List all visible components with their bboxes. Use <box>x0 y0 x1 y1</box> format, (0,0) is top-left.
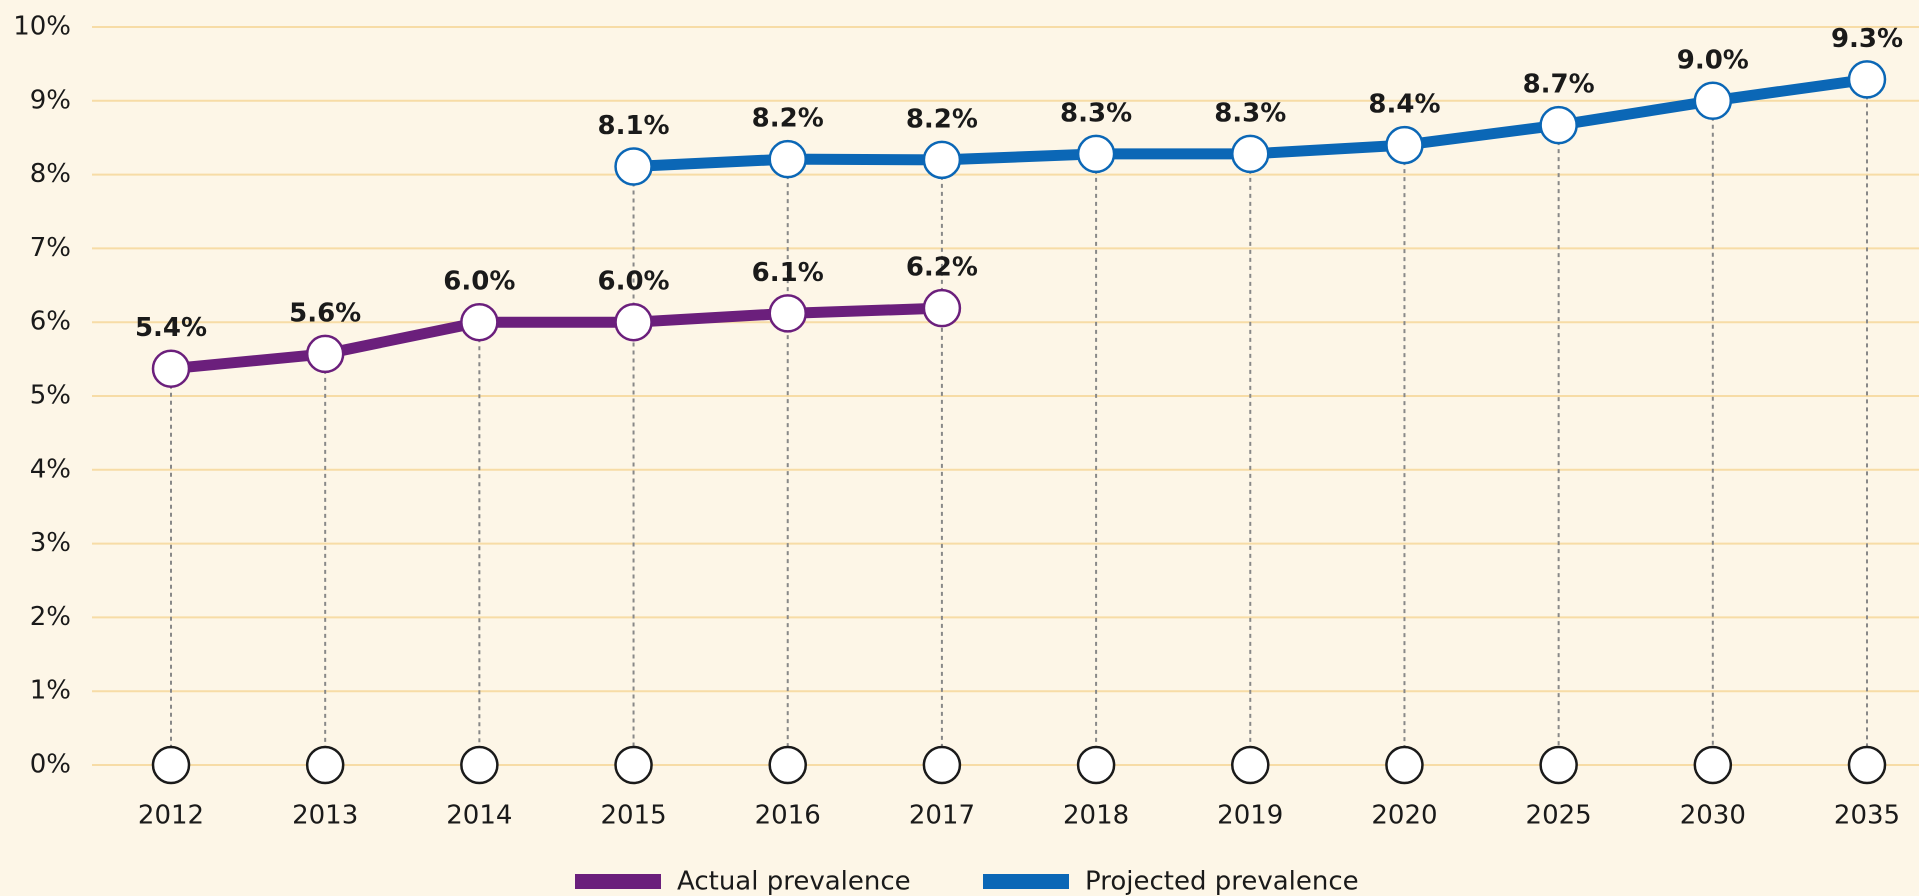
value-label: 8.7% <box>1523 70 1595 100</box>
value-label: 8.1% <box>597 111 669 141</box>
legend-swatch <box>983 874 1069 889</box>
data-point <box>1385 125 1424 165</box>
x-tick-label: 2020 <box>1371 801 1437 831</box>
x-tick-label: 2015 <box>600 801 666 831</box>
x-tick-label: 2030 <box>1680 801 1746 831</box>
value-label: 6.0% <box>597 267 669 297</box>
x-tick-label: 2012 <box>138 801 204 831</box>
legend-label: Projected prevalence <box>1085 867 1359 896</box>
data-point <box>1693 81 1733 121</box>
baseline-marker <box>151 745 191 785</box>
value-label: 9.3% <box>1831 24 1903 54</box>
data-point <box>1076 134 1116 174</box>
value-label: 9.0% <box>1677 45 1749 75</box>
value-label: 6.1% <box>752 258 824 288</box>
y-tick-label: 9% <box>30 85 71 115</box>
value-label: 6.0% <box>443 267 515 297</box>
data-point <box>1231 134 1270 174</box>
baseline-marker <box>614 745 653 785</box>
value-label: 5.4% <box>135 313 207 343</box>
data-point <box>614 147 653 186</box>
data-point <box>768 294 807 333</box>
series-line <box>170 302 943 375</box>
baseline-marker <box>1539 745 1578 785</box>
data-point <box>922 140 962 180</box>
y-tick-label: 0% <box>30 750 71 780</box>
y-tick-label: 5% <box>30 381 71 411</box>
data-point <box>922 288 962 328</box>
data-point <box>768 139 807 179</box>
value-label: 6.2% <box>906 253 978 283</box>
y-tick-label: 8% <box>30 159 71 189</box>
data-point <box>1847 60 1887 99</box>
data-point <box>305 334 345 374</box>
x-tick-label: 2025 <box>1526 801 1592 831</box>
x-tick-label: 2017 <box>909 801 975 831</box>
data-point <box>1539 105 1578 145</box>
data-point <box>460 302 499 342</box>
legend-label: Actual prevalence <box>677 867 911 896</box>
x-tick-label: 2019 <box>1217 801 1283 831</box>
y-tick-label: 3% <box>30 528 71 558</box>
baseline-marker <box>768 745 807 785</box>
baseline-marker <box>1693 745 1733 785</box>
x-tick-label: 2018 <box>1063 801 1129 831</box>
x-tick-label: 2016 <box>755 801 821 831</box>
legend-swatch <box>575 874 661 889</box>
value-label: 8.4% <box>1368 90 1440 120</box>
baseline-marker <box>1076 745 1116 785</box>
data-point <box>614 302 653 342</box>
y-tick-label: 7% <box>30 233 71 263</box>
baseline-marker <box>1385 745 1424 785</box>
x-tick-label: 2035 <box>1834 801 1900 831</box>
y-tick-label: 6% <box>30 307 71 337</box>
value-label: 8.3% <box>1214 98 1286 128</box>
x-tick-label: 2013 <box>292 801 358 831</box>
baseline-marker <box>1847 745 1887 785</box>
baseline-marker <box>305 745 345 785</box>
value-label: 5.6% <box>289 298 361 328</box>
value-label: 8.2% <box>752 104 824 134</box>
data-point <box>151 349 191 388</box>
value-label: 8.3% <box>1060 98 1132 128</box>
baseline-marker <box>922 745 962 785</box>
value-label: 8.2% <box>906 104 978 134</box>
y-tick-label: 2% <box>30 602 71 632</box>
y-tick-label: 4% <box>30 454 71 484</box>
y-tick-label: 10% <box>13 12 71 42</box>
y-tick-label: 1% <box>30 676 71 706</box>
baseline-marker <box>1231 745 1270 785</box>
x-tick-label: 2014 <box>446 801 512 831</box>
baseline-marker <box>460 745 499 785</box>
